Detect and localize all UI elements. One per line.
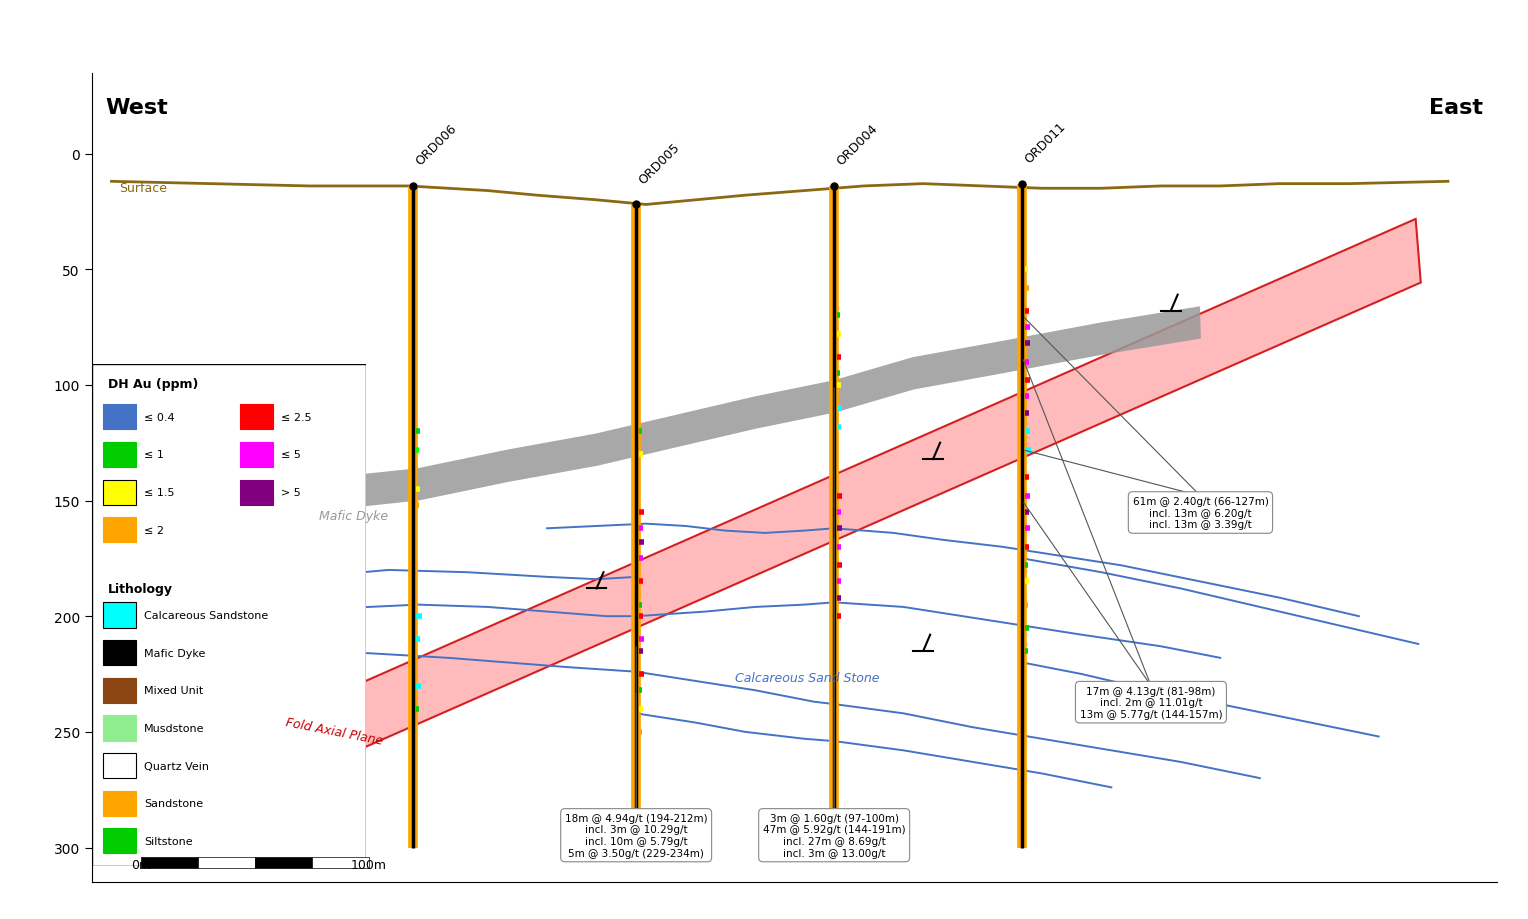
Text: ORD006: ORD006 <box>414 122 460 168</box>
Polygon shape <box>228 220 1421 805</box>
Text: Fold Axial Plane: Fold Axial Plane <box>284 715 385 746</box>
Bar <box>255 857 312 868</box>
Text: 18m @ 4.94g/t (194-212m)
incl. 3m @ 10.29g/t
incl. 10m @ 5.79g/t
5m @ 3.50g/t (2: 18m @ 4.94g/t (194-212m) incl. 3m @ 10.2… <box>565 813 707 857</box>
Text: 100m: 100m <box>351 857 387 870</box>
Bar <box>199 857 255 868</box>
Text: 3m @ 1.60g/t (97-100m)
47m @ 5.92g/t (144-191m)
incl. 27m @ 8.69g/t
incl. 3m @ 1: 3m @ 1.60g/t (97-100m) 47m @ 5.92g/t (14… <box>762 813 906 857</box>
Text: 61m @ 2.40g/t (66-127m)
incl. 13m @ 6.20g/t
incl. 13m @ 3.39g/t: 61m @ 2.40g/t (66-127m) incl. 13m @ 6.20… <box>1132 496 1268 529</box>
Text: Surface: Surface <box>119 181 168 194</box>
Text: ORD011: ORD011 <box>1022 120 1068 166</box>
Bar <box>141 857 199 868</box>
Text: Calcareous Sand Stone: Calcareous Sand Stone <box>735 671 880 685</box>
Text: 17m @ 4.13g/t (81-98m)
incl. 2m @ 11.01g/t
13m @ 5.77g/t (144-157m): 17m @ 4.13g/t (81-98m) incl. 2m @ 11.01g… <box>1080 686 1222 719</box>
Polygon shape <box>209 307 1201 528</box>
Text: East: East <box>1429 97 1484 118</box>
Text: Mafic Dyke: Mafic Dyke <box>319 509 388 523</box>
Text: ORD005: ORD005 <box>636 141 683 187</box>
Bar <box>312 857 368 868</box>
Text: ORD004: ORD004 <box>834 122 880 168</box>
Text: West: West <box>105 97 168 118</box>
Text: 0m: 0m <box>131 857 151 870</box>
